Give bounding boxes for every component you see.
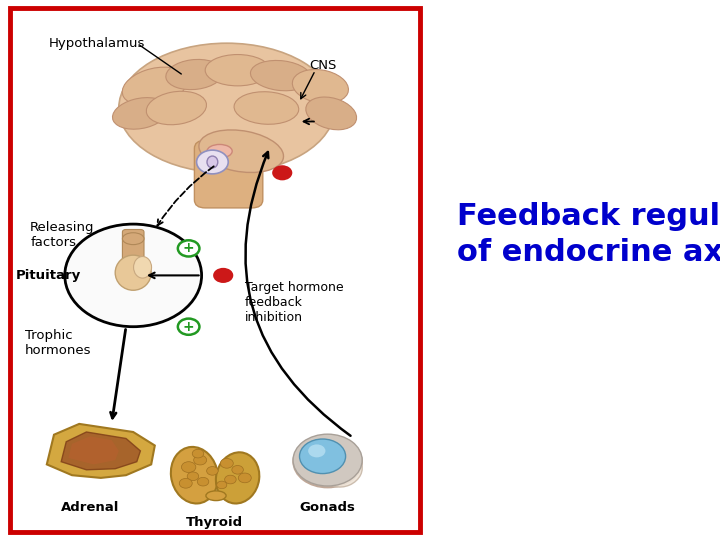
Text: +: + (183, 320, 194, 334)
Polygon shape (68, 436, 119, 464)
Circle shape (238, 473, 251, 483)
Text: Feedback regulation
of endocrine axes: Feedback regulation of endocrine axes (457, 202, 720, 267)
Ellipse shape (207, 156, 217, 168)
Circle shape (213, 268, 233, 283)
Polygon shape (61, 432, 140, 470)
Circle shape (308, 444, 325, 457)
Text: Gonads: Gonads (300, 501, 356, 514)
Circle shape (178, 319, 199, 335)
Ellipse shape (166, 59, 223, 90)
Ellipse shape (294, 436, 362, 487)
Circle shape (181, 462, 196, 472)
Text: Pituitary: Pituitary (16, 269, 81, 282)
Text: Hypothalamus: Hypothalamus (49, 37, 145, 50)
Text: Thyroid: Thyroid (186, 516, 243, 529)
Text: +: + (183, 241, 194, 255)
Ellipse shape (216, 453, 259, 503)
Circle shape (293, 434, 362, 486)
Ellipse shape (205, 55, 270, 86)
Circle shape (179, 478, 192, 488)
Ellipse shape (322, 453, 362, 487)
Circle shape (197, 477, 209, 486)
Text: Target hormone
feedback
inhibition: Target hormone feedback inhibition (245, 281, 343, 324)
Circle shape (220, 458, 233, 468)
Circle shape (217, 481, 227, 489)
Ellipse shape (119, 43, 335, 173)
FancyBboxPatch shape (194, 140, 263, 208)
Text: Releasing
factors: Releasing factors (30, 221, 95, 249)
Text: Adrenal: Adrenal (60, 501, 120, 514)
Text: CNS: CNS (310, 59, 337, 72)
Ellipse shape (206, 491, 226, 501)
Ellipse shape (134, 256, 152, 278)
Circle shape (207, 467, 218, 475)
Ellipse shape (171, 447, 218, 503)
Circle shape (272, 165, 292, 180)
Circle shape (197, 150, 228, 174)
Ellipse shape (292, 70, 348, 103)
Ellipse shape (122, 233, 144, 245)
Circle shape (192, 449, 204, 458)
Polygon shape (47, 424, 155, 478)
Ellipse shape (146, 91, 207, 125)
Text: Trophic
hormones: Trophic hormones (25, 329, 91, 357)
Ellipse shape (207, 144, 232, 158)
Bar (10, 8, 420, 532)
Circle shape (65, 224, 202, 327)
Ellipse shape (199, 130, 284, 172)
Ellipse shape (115, 255, 151, 291)
Ellipse shape (234, 92, 299, 124)
FancyBboxPatch shape (122, 230, 144, 267)
Circle shape (300, 439, 346, 474)
Ellipse shape (306, 97, 356, 130)
Circle shape (187, 472, 199, 481)
Ellipse shape (251, 60, 311, 91)
Ellipse shape (112, 98, 168, 129)
Circle shape (225, 475, 236, 484)
Circle shape (232, 465, 243, 474)
Ellipse shape (122, 67, 187, 106)
Circle shape (178, 240, 199, 256)
Circle shape (194, 455, 207, 465)
